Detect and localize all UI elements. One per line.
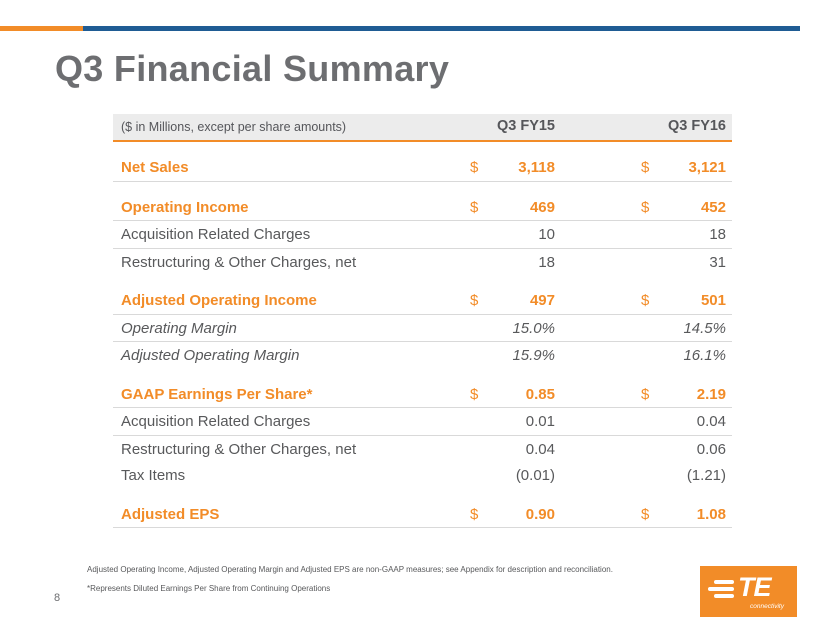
row-value-fy15: 0.90: [525, 505, 555, 523]
row-value-fy15: 0.85: [525, 385, 555, 403]
row-label: Adjusted EPS: [121, 505, 220, 523]
row-value-fy16: 1.08: [696, 505, 726, 523]
row-dollar-fy15: $: [470, 292, 479, 309]
row-dollar-fy15: $: [470, 505, 479, 523]
row-value-fy15: 18: [538, 253, 555, 271]
top-accent-bar-blue: [83, 26, 800, 31]
table-header: ($ in Millions, except per share amounts…: [113, 114, 732, 142]
row-label: Net Sales: [121, 159, 189, 176]
row-dollar-fy15: $: [470, 159, 479, 176]
row-value-fy16: 0.04: [696, 413, 726, 430]
row-label: Restructuring & Other Charges, net: [121, 253, 357, 271]
row-label: Operating Margin: [121, 319, 237, 337]
row-value-fy16: 452: [700, 198, 726, 216]
table-row: Restructuring & Other Charges, net 0.04 …: [113, 436, 732, 463]
top-accent-bar-orange: [0, 26, 83, 31]
row-value-fy16: 16.1%: [683, 347, 726, 364]
row-value-fy15: 15.9%: [512, 347, 555, 364]
row-label: GAAP Earnings Per Share*: [121, 385, 313, 403]
row-label: Tax Items: [121, 467, 186, 484]
row-value-fy15: 497: [529, 292, 555, 309]
te-connectivity-logo: TE connectivity: [700, 566, 797, 617]
logo-wordmark: TE: [738, 572, 772, 602]
table-row: GAAP Earnings Per Share* $ 0.85 $ 2.19: [113, 381, 732, 408]
row-value-fy16: 14.5%: [683, 319, 726, 337]
row-value-fy16: (1.21): [686, 467, 726, 484]
row-value-fy15: 0.04: [525, 440, 555, 458]
table-row: Acquisition Related Charges 10 18: [113, 221, 732, 249]
table-header-label: ($ in Millions, except per share amounts…: [121, 120, 347, 134]
table-row: Net Sales $ 3,118 $ 3,121: [113, 154, 732, 182]
non-gaap-footnote: Adjusted Operating Income, Adjusted Oper…: [87, 565, 613, 574]
table-row: Operating Margin 15.0% 14.5%: [113, 315, 732, 342]
row-label: Adjusted Operating Margin: [121, 347, 300, 364]
row-dollar-fy15: $: [470, 198, 479, 216]
row-value-fy16: 31: [709, 253, 726, 271]
table-row: Restructuring & Other Charges, net 18 31: [113, 249, 732, 276]
row-value-fy16: 18: [709, 226, 726, 243]
top-accent-bar: [0, 26, 830, 31]
page-title: Q3 Financial Summary: [55, 48, 450, 89]
row-label: Adjusted Operating Income: [121, 292, 317, 309]
table-header-col2: Q3 FY16: [667, 118, 726, 134]
table-row: Operating Income $ 469 $ 452: [113, 194, 732, 221]
table-row: Adjusted Operating Income $ 497 $ 501: [113, 287, 732, 315]
row-dollar-fy16: $: [641, 292, 650, 309]
row-value-fy16: 3,121: [688, 159, 726, 176]
row-value-fy15: 0.01: [525, 413, 555, 430]
row-dollar-fy16: $: [641, 385, 650, 403]
row-dollar-fy16: $: [641, 159, 650, 176]
page-number: 8: [54, 592, 61, 604]
row-value-fy16: 2.19: [696, 385, 726, 403]
row-value-fy16: 0.06: [696, 440, 726, 458]
te-logo-mark-icon: [708, 580, 734, 601]
financial-summary-table: ($ in Millions, except per share amounts…: [113, 114, 732, 528]
row-value-fy15: 3,118: [518, 159, 555, 176]
row-dollar-fy16: $: [641, 505, 650, 523]
table-row: Acquisition Related Charges 0.01 0.04: [113, 408, 732, 436]
row-label: Restructuring & Other Charges, net: [121, 440, 357, 458]
logo-tagline: connectivity: [750, 603, 784, 610]
table-header-col1: Q3 FY15: [496, 118, 555, 134]
row-value-fy15: 10: [538, 226, 555, 243]
row-label: Operating Income: [121, 198, 249, 216]
diluted-eps-footnote: *Represents Diluted Earnings Per Share f…: [87, 584, 331, 593]
row-value-fy15: 15.0%: [512, 319, 555, 337]
row-value-fy15: (0.01): [515, 467, 555, 484]
row-dollar-fy16: $: [641, 198, 650, 216]
table-row: Adjusted Operating Margin 15.9% 16.1%: [113, 342, 732, 369]
row-dollar-fy15: $: [470, 385, 479, 403]
row-label: Acquisition Related Charges: [121, 226, 311, 243]
row-value-fy16: 501: [700, 292, 726, 309]
row-label: Acquisition Related Charges: [121, 413, 311, 430]
table-row: Adjusted EPS $ 0.90 $ 1.08: [113, 501, 732, 528]
row-value-fy15: 469: [529, 198, 555, 216]
table-row: Tax Items (0.01) (1.21): [113, 462, 732, 489]
